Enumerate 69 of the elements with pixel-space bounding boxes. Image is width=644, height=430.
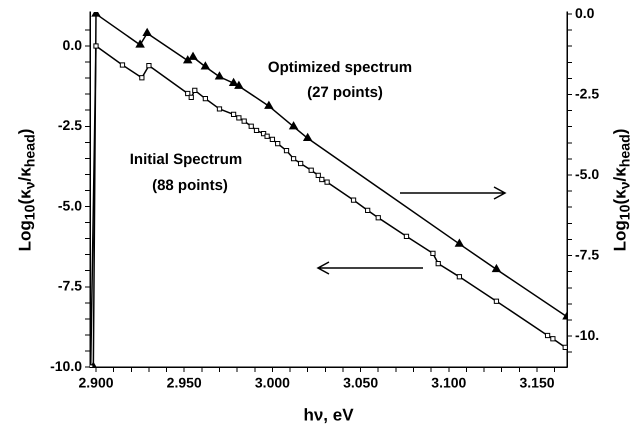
- point: [254, 128, 260, 134]
- annotation: (88 points): [152, 177, 228, 194]
- point: [350, 197, 356, 203]
- annotation: Initial Spectrum: [130, 151, 242, 168]
- annotation: (27 points): [307, 84, 383, 102]
- point: [248, 124, 254, 129]
- point: [188, 94, 194, 100]
- y-tick-label: -10.0: [50, 358, 82, 374]
- point: [436, 261, 441, 266]
- y2-tick-label: -7.5: [575, 246, 600, 262]
- point: [230, 112, 236, 118]
- point: [192, 88, 198, 93]
- x-axis-title: hν, eV: [303, 405, 354, 424]
- point: [492, 264, 501, 272]
- point: [376, 215, 381, 220]
- point: [136, 40, 144, 48]
- point: [202, 96, 208, 102]
- y2-tick-label: -5.0: [575, 166, 600, 182]
- point: [550, 336, 556, 342]
- point: [275, 140, 280, 146]
- point: [289, 122, 298, 130]
- point: [562, 344, 567, 350]
- x-tick-label: 3.050: [343, 374, 378, 390]
- point: [316, 172, 321, 178]
- x-tick-label: 3.100: [431, 374, 467, 390]
- y-tick-label: -7.5: [58, 278, 82, 294]
- point: [319, 176, 324, 182]
- x-tick-label: 3.000: [254, 374, 290, 390]
- point: [404, 234, 410, 239]
- x-tick-label: 2.950: [166, 374, 202, 390]
- point: [430, 250, 436, 256]
- point: [188, 52, 198, 60]
- y-tick-label: -2.5: [58, 117, 82, 134]
- point: [229, 78, 238, 86]
- point: [324, 179, 330, 185]
- point: [234, 81, 244, 89]
- point: [120, 62, 126, 68]
- point: [303, 133, 312, 142]
- point: [454, 238, 464, 247]
- y2-tick-label: -10.: [575, 326, 600, 343]
- point: [142, 28, 152, 36]
- point: [183, 56, 192, 64]
- point: [544, 332, 550, 338]
- point: [365, 208, 370, 213]
- point: [139, 75, 144, 80]
- point: [242, 118, 247, 124]
- y2-tick-label: -2.5: [575, 85, 600, 102]
- point: [146, 62, 152, 68]
- annotation: Optimized spectrum: [268, 59, 412, 76]
- point: [290, 156, 296, 162]
- point: [200, 62, 210, 70]
- point: [215, 72, 224, 80]
- point: [93, 43, 99, 49]
- x-tick-label: 2.900: [78, 374, 114, 390]
- y2-tick-label: 0.0: [575, 4, 595, 21]
- point: [216, 106, 222, 112]
- point: [270, 136, 276, 142]
- point: [236, 115, 242, 121]
- y-tick-label: 0.0: [62, 36, 82, 53]
- point: [185, 90, 190, 96]
- point: [308, 168, 314, 173]
- point: [298, 160, 304, 166]
- y-tick-label: -5.0: [58, 197, 82, 214]
- point: [284, 148, 290, 154]
- x-tick-label: 3.150: [519, 374, 555, 390]
- point: [456, 274, 462, 280]
- point: [264, 101, 274, 109]
- point: [264, 134, 270, 139]
- point: [494, 298, 500, 304]
